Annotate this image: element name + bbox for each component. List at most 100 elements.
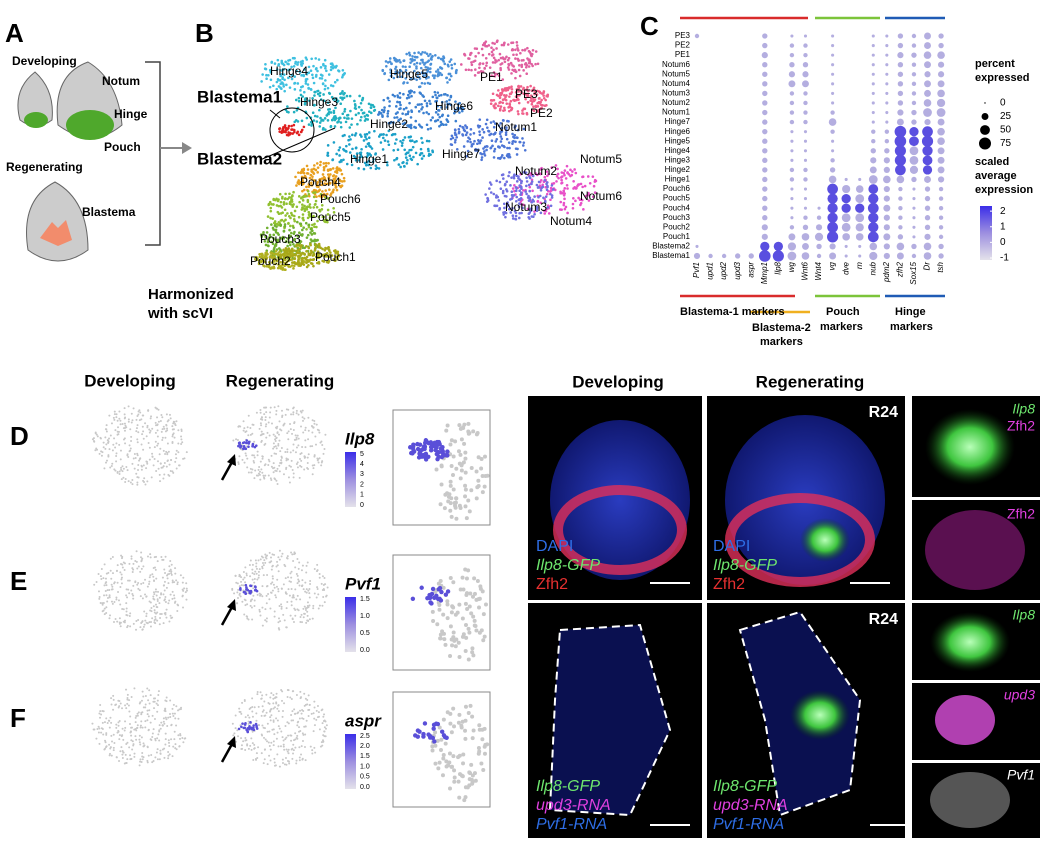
cell-dot xyxy=(182,741,184,743)
cell-dot xyxy=(410,95,413,98)
cell-dot xyxy=(291,198,294,201)
cell-dot xyxy=(427,59,430,62)
expression-dot xyxy=(884,186,890,192)
cell-dot xyxy=(296,205,299,208)
cell-dot xyxy=(108,617,110,619)
expression-dot xyxy=(924,176,931,183)
cell-dot xyxy=(411,55,414,58)
cell-dot xyxy=(334,171,337,174)
cell-dot xyxy=(290,125,293,128)
cell-dot xyxy=(109,596,111,598)
cell-dot xyxy=(110,570,112,572)
row-label: Blastema1 xyxy=(652,251,690,260)
cell-dot xyxy=(174,601,176,603)
cell-dot xyxy=(154,756,156,758)
cell-dot xyxy=(244,581,246,583)
cell-dot xyxy=(254,456,256,458)
cell-dot xyxy=(166,587,168,589)
cell-dot xyxy=(128,405,130,407)
expression-dot xyxy=(804,140,807,143)
cell-dot xyxy=(136,584,138,586)
cluster-label: Pouch6 xyxy=(320,192,361,206)
cell-dot xyxy=(305,261,308,264)
cell-dot xyxy=(104,613,106,615)
cell-dot xyxy=(142,695,144,697)
cell-dot xyxy=(518,69,521,72)
cell-dot xyxy=(314,592,316,594)
cell-dot xyxy=(425,111,428,114)
expression-dot xyxy=(868,222,878,232)
cell-dot xyxy=(316,597,318,599)
expression-dot xyxy=(694,253,700,259)
cell-dot xyxy=(244,699,246,701)
cell-dot xyxy=(388,143,391,146)
cell-dot xyxy=(581,176,584,179)
cell-dot xyxy=(238,425,240,427)
cell-dot xyxy=(128,592,130,594)
cell-dot xyxy=(136,438,138,440)
cell-dot xyxy=(444,429,448,433)
cell-dot xyxy=(429,127,432,130)
cell-dot xyxy=(283,739,285,741)
gene-label: dve xyxy=(841,261,850,274)
expression-dot xyxy=(885,92,888,95)
cell-dot xyxy=(128,563,130,565)
cell-dot xyxy=(129,428,131,430)
cell-dot xyxy=(389,57,392,60)
cell-dot xyxy=(398,101,401,104)
cell-dot xyxy=(301,709,303,711)
expression-dot xyxy=(938,62,944,68)
cell-dot xyxy=(384,139,387,142)
cell-dot xyxy=(241,702,243,704)
cell-dot xyxy=(139,419,141,421)
cell-dot xyxy=(129,758,131,760)
cell-dot xyxy=(267,593,269,595)
cell-dot xyxy=(294,615,296,617)
cell-dot xyxy=(98,727,100,729)
cell-dot xyxy=(269,552,271,554)
cell-dot xyxy=(115,596,117,598)
cell-dot xyxy=(516,153,519,156)
cell-dot xyxy=(451,473,455,477)
cell-dot xyxy=(273,740,275,742)
cell-dot xyxy=(298,561,300,563)
cell-dot xyxy=(115,598,117,600)
cell-dot xyxy=(323,448,325,450)
cell-dot xyxy=(286,134,289,137)
cell-dot xyxy=(286,212,289,215)
cell-dot xyxy=(474,598,478,602)
cell-dot xyxy=(448,60,451,63)
cell-dot xyxy=(277,588,279,590)
cell-dot xyxy=(314,203,317,206)
cell-dot xyxy=(285,202,288,205)
cell-dot xyxy=(502,101,505,104)
cell-dot xyxy=(401,162,404,165)
cell-dot xyxy=(124,417,126,419)
cell-dot xyxy=(172,434,174,436)
cell-dot xyxy=(447,120,450,123)
cell-dot xyxy=(119,720,121,722)
cell-dot xyxy=(469,133,472,136)
cell-dot xyxy=(321,74,324,77)
cell-dot xyxy=(450,610,454,614)
cell-dot xyxy=(476,579,480,583)
cell-dot xyxy=(119,586,121,588)
cell-dot xyxy=(262,475,264,477)
cell-dot xyxy=(93,729,95,731)
cell-dot xyxy=(270,749,272,751)
cell-dot xyxy=(99,717,101,719)
cell-dot xyxy=(594,179,597,182)
cell-dot xyxy=(362,112,365,115)
cell-dot xyxy=(503,157,506,160)
cell-dot xyxy=(317,588,319,590)
cell-dot xyxy=(497,89,500,92)
cell-dot xyxy=(495,47,498,50)
cell-dot xyxy=(100,732,102,734)
cell-dot xyxy=(476,479,480,483)
cell-dot xyxy=(294,258,297,261)
cell-dot xyxy=(299,710,301,712)
cell-dot xyxy=(304,457,306,459)
cell-dot xyxy=(143,706,145,708)
cell-dot xyxy=(154,738,156,740)
cell-dot xyxy=(499,108,502,111)
